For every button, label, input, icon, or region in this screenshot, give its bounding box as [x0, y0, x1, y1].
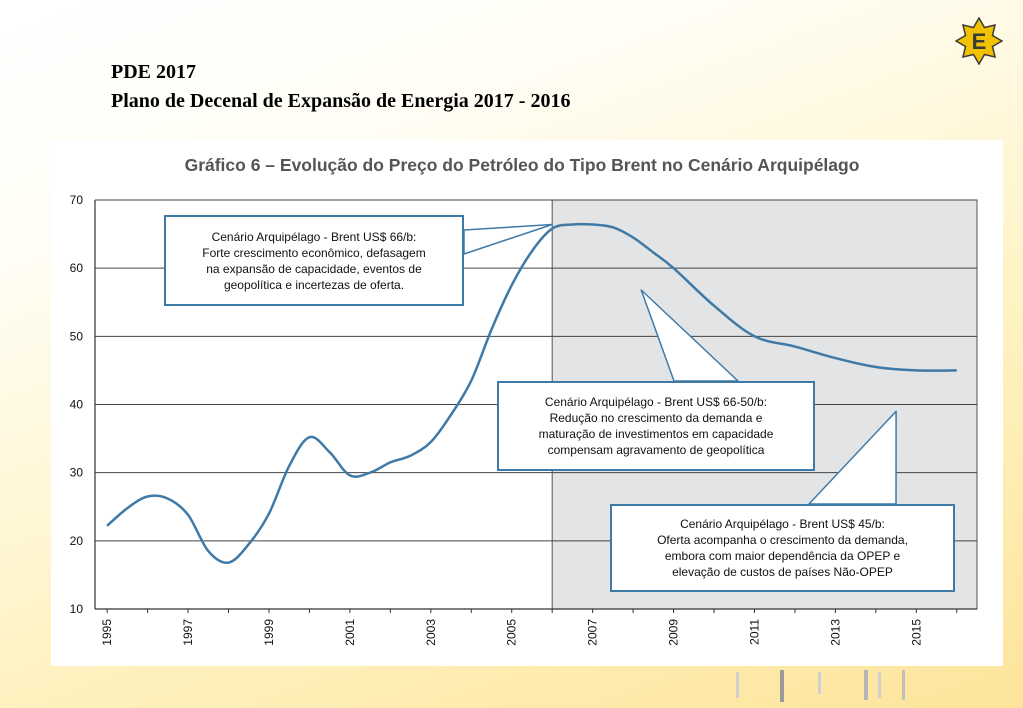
x-tick-label: 2001: [343, 619, 357, 646]
x-tick-label: 2005: [505, 619, 519, 646]
page-header: PDE 2017 Plano de Decenal de Expansão de…: [111, 58, 570, 116]
annotation-line: na expansão de capacidade, eventos de: [206, 261, 422, 276]
annotation-line: Cenário Arquipélago - Brent US$ 66/b:: [211, 229, 417, 244]
annotation-callout-2: Cenário Arquipélago - Brent US$ 66-50/b:…: [497, 381, 815, 471]
y-tick-label: 50: [70, 329, 84, 343]
y-tick-label: 10: [70, 602, 84, 616]
header-line-1: PDE 2017: [111, 61, 196, 83]
annotation-callout-1: Cenário Arquipélago - Brent US$ 66/b: For…: [164, 215, 464, 306]
y-tick-label: 60: [70, 261, 84, 275]
y-tick-label: 20: [70, 534, 84, 548]
star-badge-icon: E: [955, 17, 1003, 65]
x-tick-label: 1999: [262, 619, 276, 646]
x-tick-label: 1995: [100, 619, 114, 646]
callout-pointer: [463, 223, 553, 255]
x-tick-label: 2011: [747, 619, 761, 645]
annotation-line: Redução no crescimento da demanda e: [549, 411, 763, 425]
annotation-line: maturação de investimentos em capacidade: [538, 427, 774, 441]
y-tick-label: 30: [70, 466, 84, 480]
x-tick-label: 2015: [909, 619, 923, 646]
logo-star-shape: [955, 17, 1003, 65]
chart-panel: Gráfico 6 – Evolução do Preço do Petróle…: [51, 140, 1003, 666]
annotation-line: elevação de custos de países Não-OPEP: [672, 565, 893, 579]
logo-letter: E: [972, 29, 987, 54]
annotation-line: embora com maior dependência da OPEP e: [664, 549, 901, 563]
y-tick-label: 40: [70, 398, 84, 412]
annotation-callout-3: Cenário Arquipélago - Brent US$ 45/b: Ofe…: [610, 504, 955, 592]
x-tick-label: 1997: [181, 619, 195, 646]
x-tick-label: 2003: [424, 619, 438, 646]
brent-price-line: [106, 222, 957, 565]
x-tick-label: 2013: [828, 619, 842, 646]
annotation-line: Forte crescimento econômico, defasagem: [202, 245, 426, 260]
x-tick-label: 2007: [586, 619, 600, 646]
annotation-line: Cenário Arquipélago - Brent US$ 66-50/b:: [544, 395, 768, 409]
annotation-line: compensam agravamento de geopolítica: [547, 443, 765, 457]
annotation-line: Cenário Arquipélago - Brent US$ 45/b:: [680, 517, 885, 531]
header-line-2: Plano de Decenal de Expansão de Energia …: [111, 90, 571, 112]
annotation-line: geopolítica e incertezas de oferta.: [223, 277, 405, 292]
x-tick-label: 2009: [667, 619, 681, 646]
chart-title: Gráfico 6 – Evolução do Preço do Petróle…: [185, 155, 860, 175]
decorative-marks: [736, 670, 905, 702]
y-tick-label: 70: [70, 193, 84, 207]
annotation-line: Oferta acompanha o crescimento da demand…: [657, 533, 908, 547]
